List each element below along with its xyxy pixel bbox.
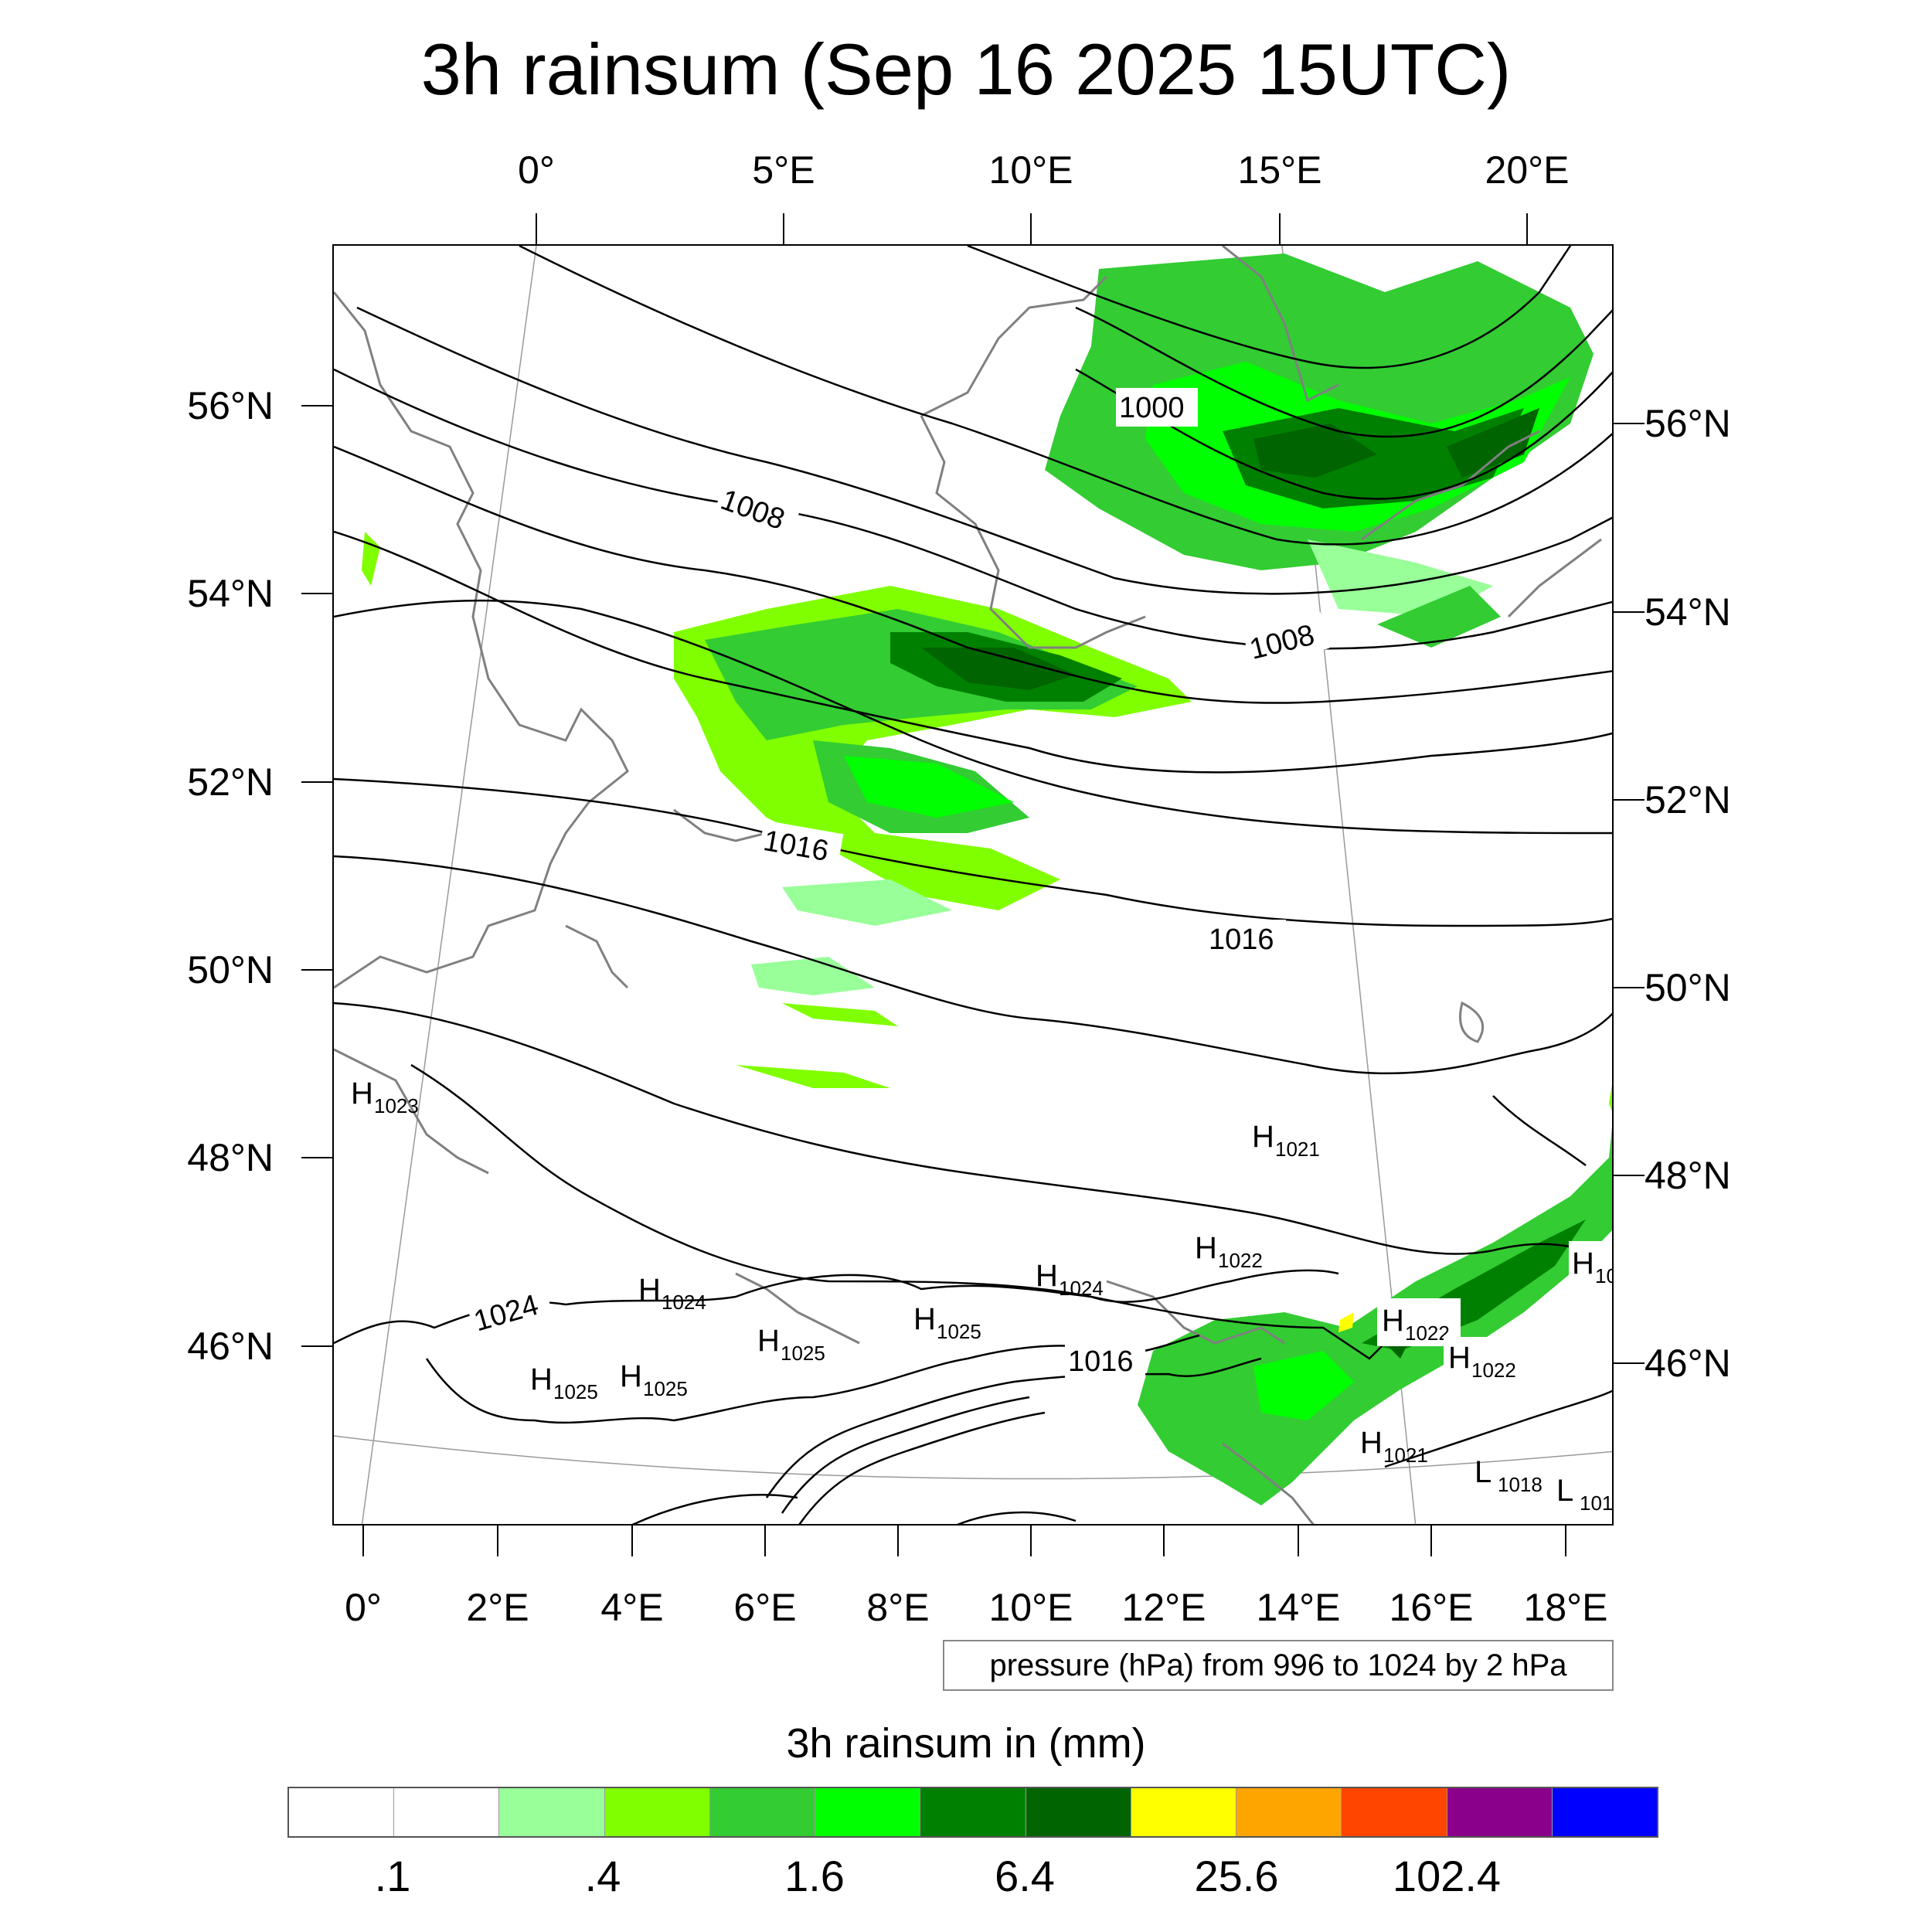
- colorbar-cell: [1236, 1788, 1342, 1836]
- pressure-center-type: H: [530, 1362, 553, 1396]
- lat-label-right: 48°N: [1645, 1154, 1731, 1197]
- lon-label-top: 10°E: [988, 148, 1073, 192]
- colorbar-label: 6.4: [995, 1852, 1055, 1900]
- pressure-center-value: 1025: [937, 1320, 981, 1343]
- lon-label-bottom: 8°E: [866, 1586, 930, 1629]
- pressure-center-value: 1021: [1383, 1444, 1428, 1467]
- lat-label-right: 56°N: [1645, 402, 1731, 445]
- colorbar-cell: [920, 1788, 1026, 1836]
- lon-label-bottom: 6°E: [733, 1586, 797, 1629]
- colorbar: [287, 1787, 1658, 1838]
- pressure-center-value: 1022: [1405, 1321, 1450, 1345]
- pressure-center-type: H: [351, 1077, 373, 1111]
- pressure-center-value: 1024: [662, 1291, 706, 1314]
- pressure-center-type: L: [1475, 1455, 1492, 1489]
- lat-label-right: 46°N: [1645, 1342, 1731, 1385]
- colorbar-cell: [1552, 1788, 1658, 1836]
- pressure-center-value: 1025: [781, 1342, 825, 1365]
- pressure-center-type: H: [1360, 1426, 1383, 1460]
- map-canvas: 1000 1008 1008 1016 1016 1016 1024 H 102…: [334, 246, 1614, 1524]
- lat-label-right: 50°N: [1645, 966, 1731, 1009]
- isobar-labels: 1000 1008 1008 1016 1016 1016 1024: [466, 388, 1330, 1379]
- colorbar-cell: [499, 1788, 605, 1836]
- lon-label-top: 20°E: [1485, 148, 1570, 192]
- isobar-layer: [334, 246, 1612, 1524]
- pressure-center-type: H: [620, 1359, 642, 1393]
- pressure-center-value: 1023: [374, 1094, 419, 1117]
- pressure-note: pressure (hPa) from 996 to 1024 by 2 hPa: [943, 1640, 1614, 1691]
- lon-label-top: 5°E: [752, 148, 815, 192]
- pressure-center-type: H: [1195, 1231, 1217, 1265]
- colorbar-label: .1: [374, 1852, 411, 1900]
- pressure-center-type: H: [1572, 1247, 1594, 1281]
- pressure-center-value: 1018: [1498, 1473, 1543, 1496]
- lon-label-bottom: 2°E: [466, 1586, 529, 1629]
- lon-label-bottom: 10°E: [988, 1586, 1073, 1629]
- pressure-center-value: 1021: [1275, 1138, 1320, 1161]
- lat-label-left: 48°N: [187, 1136, 274, 1179]
- pressure-center-value: 1022: [1471, 1359, 1516, 1382]
- lon-label-bottom: 0°: [345, 1586, 382, 1629]
- lat-label-left: 52°N: [187, 760, 274, 804]
- lon-label-top: 0°: [518, 148, 555, 192]
- pressure-centers: H 1023 H 1021 H 1022 H 1024 H 1024 H 102…: [351, 1077, 1614, 1515]
- pressure-center-type: H: [1252, 1120, 1274, 1154]
- colorbar-label: 1.6: [784, 1852, 845, 1900]
- lat-label-right: 54°N: [1645, 590, 1731, 634]
- pressure-center-value: 1022: [1218, 1249, 1263, 1272]
- colorbar-cell: [1447, 1788, 1553, 1836]
- pressure-center-type: H: [638, 1273, 661, 1307]
- lon-label-top: 15°E: [1237, 148, 1322, 192]
- colorbar-cell: [1342, 1788, 1447, 1836]
- colorbar-title: 3h rainsum in (mm): [786, 1720, 1146, 1767]
- colorbar-cell: [815, 1788, 921, 1836]
- lon-label-bottom: 12°E: [1121, 1586, 1206, 1629]
- pressure-center-type: H: [1036, 1259, 1058, 1293]
- lon-label-bottom: 4°E: [600, 1586, 664, 1629]
- colorbar-cell: [709, 1788, 816, 1836]
- colorbar-cell: [1026, 1788, 1131, 1836]
- colorbar-label: 102.4: [1392, 1852, 1502, 1900]
- pressure-center-value: 1025: [553, 1380, 598, 1403]
- colorbar-cell: [604, 1788, 710, 1836]
- lat-label-left: 50°N: [187, 948, 274, 992]
- pressure-center-type: H: [1382, 1304, 1404, 1338]
- isobar-label-1016: 1016: [1068, 1345, 1134, 1378]
- colorbar-label: 25.6: [1194, 1852, 1279, 1900]
- pressure-center-type: H: [913, 1302, 936, 1336]
- lat-label-left: 56°N: [187, 384, 274, 427]
- pressure-center-type: H: [1448, 1341, 1471, 1375]
- figure-title: 3h rainsum (Sep 16 2025 15UTC): [420, 29, 1512, 110]
- pressure-center-type: H: [757, 1324, 780, 1358]
- lon-label-bottom: 18°E: [1523, 1586, 1608, 1629]
- lat-label-left: 54°N: [187, 572, 274, 615]
- precipitation-layer: [362, 253, 1612, 1505]
- lon-label-bottom: 14°E: [1256, 1586, 1341, 1629]
- coastline-layer: [334, 246, 1602, 1524]
- colorbar-cell: [394, 1788, 500, 1836]
- colorbar-cell: [289, 1788, 395, 1836]
- colorbar-label: .4: [584, 1852, 621, 1900]
- isobar-label-1016: 1016: [1209, 923, 1274, 956]
- isobar-label-1000: 1000: [1119, 392, 1185, 424]
- lat-label-right: 52°N: [1645, 778, 1731, 821]
- pressure-center-value: 1025: [643, 1377, 688, 1400]
- pressure-center-value: 10: [1595, 1264, 1614, 1287]
- lat-label-left: 46°N: [187, 1325, 274, 1368]
- colorbar-cell: [1131, 1788, 1237, 1836]
- pressure-center-type: L: [1556, 1474, 1573, 1508]
- pressure-center-value: 1018: [1580, 1492, 1614, 1515]
- lon-label-bottom: 16°E: [1389, 1586, 1474, 1629]
- map-panel: 1000 1008 1008 1016 1016 1016 1024 H 102…: [332, 244, 1614, 1526]
- pressure-center-value: 1024: [1059, 1277, 1104, 1300]
